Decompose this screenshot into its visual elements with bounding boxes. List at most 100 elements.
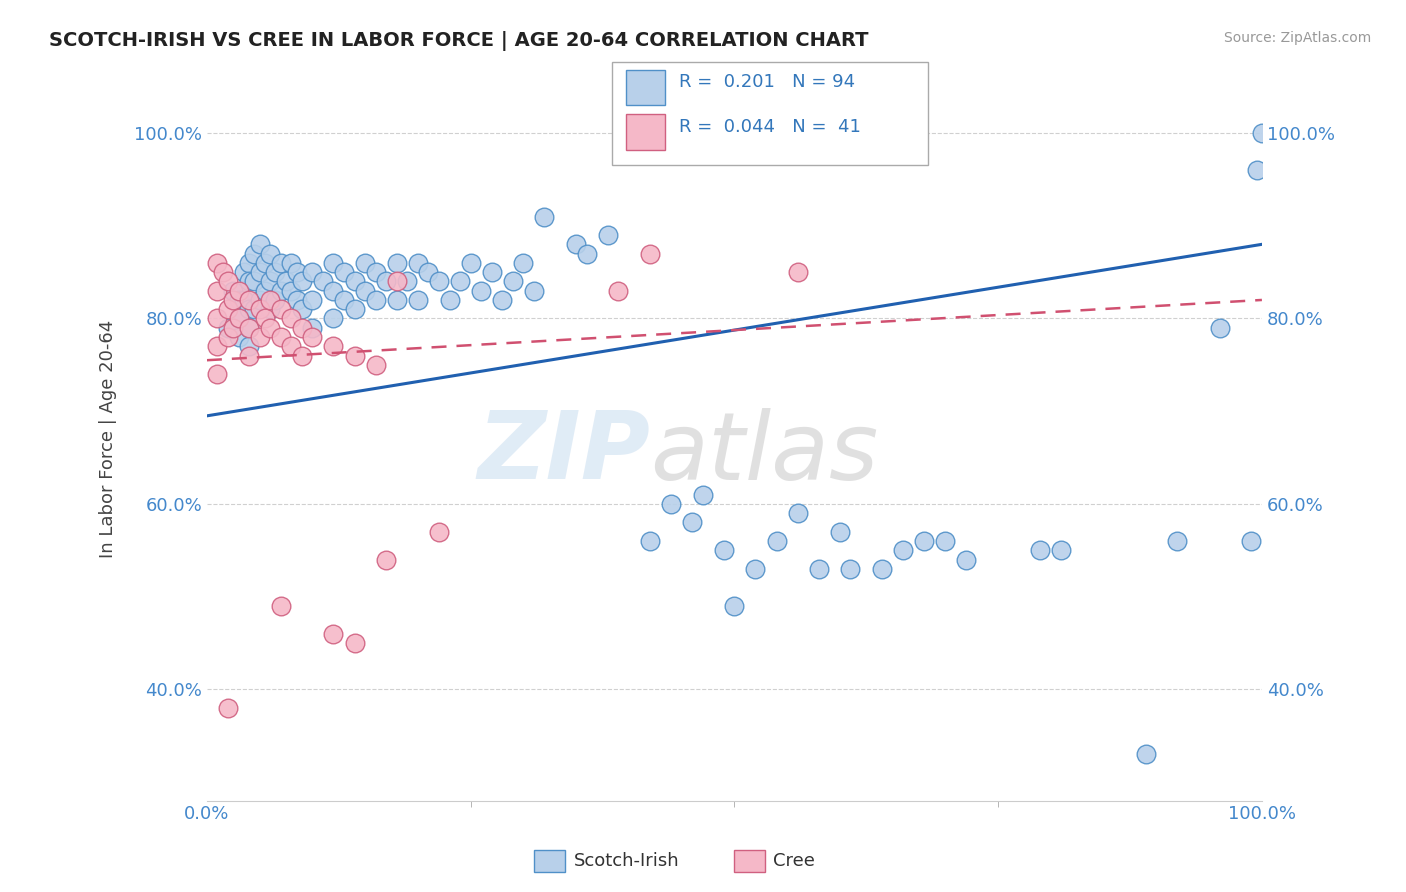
Point	[638, 534, 661, 549]
Point	[249, 265, 271, 279]
Point	[1240, 534, 1263, 549]
Point	[406, 256, 429, 270]
Point	[354, 256, 377, 270]
Point	[249, 330, 271, 344]
Point	[396, 274, 419, 288]
Point	[765, 534, 787, 549]
Point	[364, 265, 387, 279]
Point	[596, 228, 619, 243]
Point	[207, 256, 229, 270]
Point	[228, 311, 250, 326]
Point	[238, 339, 260, 353]
Point	[217, 274, 239, 288]
Point	[343, 349, 366, 363]
Point	[322, 311, 344, 326]
Point	[607, 284, 630, 298]
Point	[955, 552, 977, 566]
Point	[291, 274, 314, 288]
Point	[427, 524, 450, 539]
Point	[217, 320, 239, 334]
Point	[354, 284, 377, 298]
Point	[659, 497, 682, 511]
Point	[222, 293, 245, 307]
Point	[249, 237, 271, 252]
Point	[385, 293, 408, 307]
Point	[322, 284, 344, 298]
Point	[222, 284, 245, 298]
Text: Cree: Cree	[773, 852, 815, 870]
Point	[1029, 543, 1052, 558]
Point	[375, 552, 398, 566]
Point	[243, 246, 266, 260]
Point	[228, 293, 250, 307]
Point	[449, 274, 471, 288]
Point	[228, 311, 250, 326]
Point	[312, 274, 335, 288]
Point	[253, 284, 276, 298]
Point	[491, 293, 513, 307]
Point	[385, 256, 408, 270]
Point	[343, 302, 366, 317]
Point	[259, 293, 281, 307]
Point	[280, 256, 302, 270]
Point	[343, 636, 366, 650]
Point	[228, 330, 250, 344]
Point	[232, 293, 254, 307]
Point	[259, 320, 281, 334]
Point	[259, 274, 281, 288]
Text: atlas: atlas	[650, 408, 879, 499]
Point	[439, 293, 461, 307]
Point	[259, 246, 281, 260]
Point	[217, 701, 239, 715]
Point	[418, 265, 440, 279]
Point	[238, 320, 260, 334]
Point	[934, 534, 956, 549]
Point	[575, 246, 598, 260]
Point	[1208, 320, 1230, 334]
Point	[364, 293, 387, 307]
Point	[280, 339, 302, 353]
Point	[375, 274, 398, 288]
Point	[692, 488, 714, 502]
Point	[786, 265, 808, 279]
Point	[301, 265, 323, 279]
Point	[891, 543, 914, 558]
Point	[238, 293, 260, 307]
Point	[912, 534, 935, 549]
Point	[744, 562, 766, 576]
Point	[839, 562, 862, 576]
Text: Scotch-Irish: Scotch-Irish	[574, 852, 679, 870]
Point	[238, 256, 260, 270]
Point	[364, 358, 387, 372]
Point	[259, 302, 281, 317]
Point	[301, 320, 323, 334]
Point	[1251, 126, 1274, 140]
Point	[1246, 163, 1268, 178]
Point	[285, 265, 308, 279]
Point	[481, 265, 503, 279]
Point	[249, 302, 271, 317]
Point	[713, 543, 735, 558]
Point	[333, 293, 356, 307]
Point	[238, 349, 260, 363]
Point	[253, 256, 276, 270]
Point	[207, 311, 229, 326]
Point	[264, 265, 287, 279]
Point	[638, 246, 661, 260]
Point	[217, 302, 239, 317]
Point	[274, 274, 297, 288]
Point	[1050, 543, 1073, 558]
Point	[264, 293, 287, 307]
Point	[333, 265, 356, 279]
Point	[828, 524, 851, 539]
Point	[470, 284, 492, 298]
Point	[243, 274, 266, 288]
Point	[322, 339, 344, 353]
Point	[870, 562, 893, 576]
Point	[1135, 747, 1157, 762]
Point	[232, 265, 254, 279]
Point	[291, 349, 314, 363]
Point	[238, 320, 260, 334]
Point	[807, 562, 830, 576]
Point	[207, 367, 229, 381]
